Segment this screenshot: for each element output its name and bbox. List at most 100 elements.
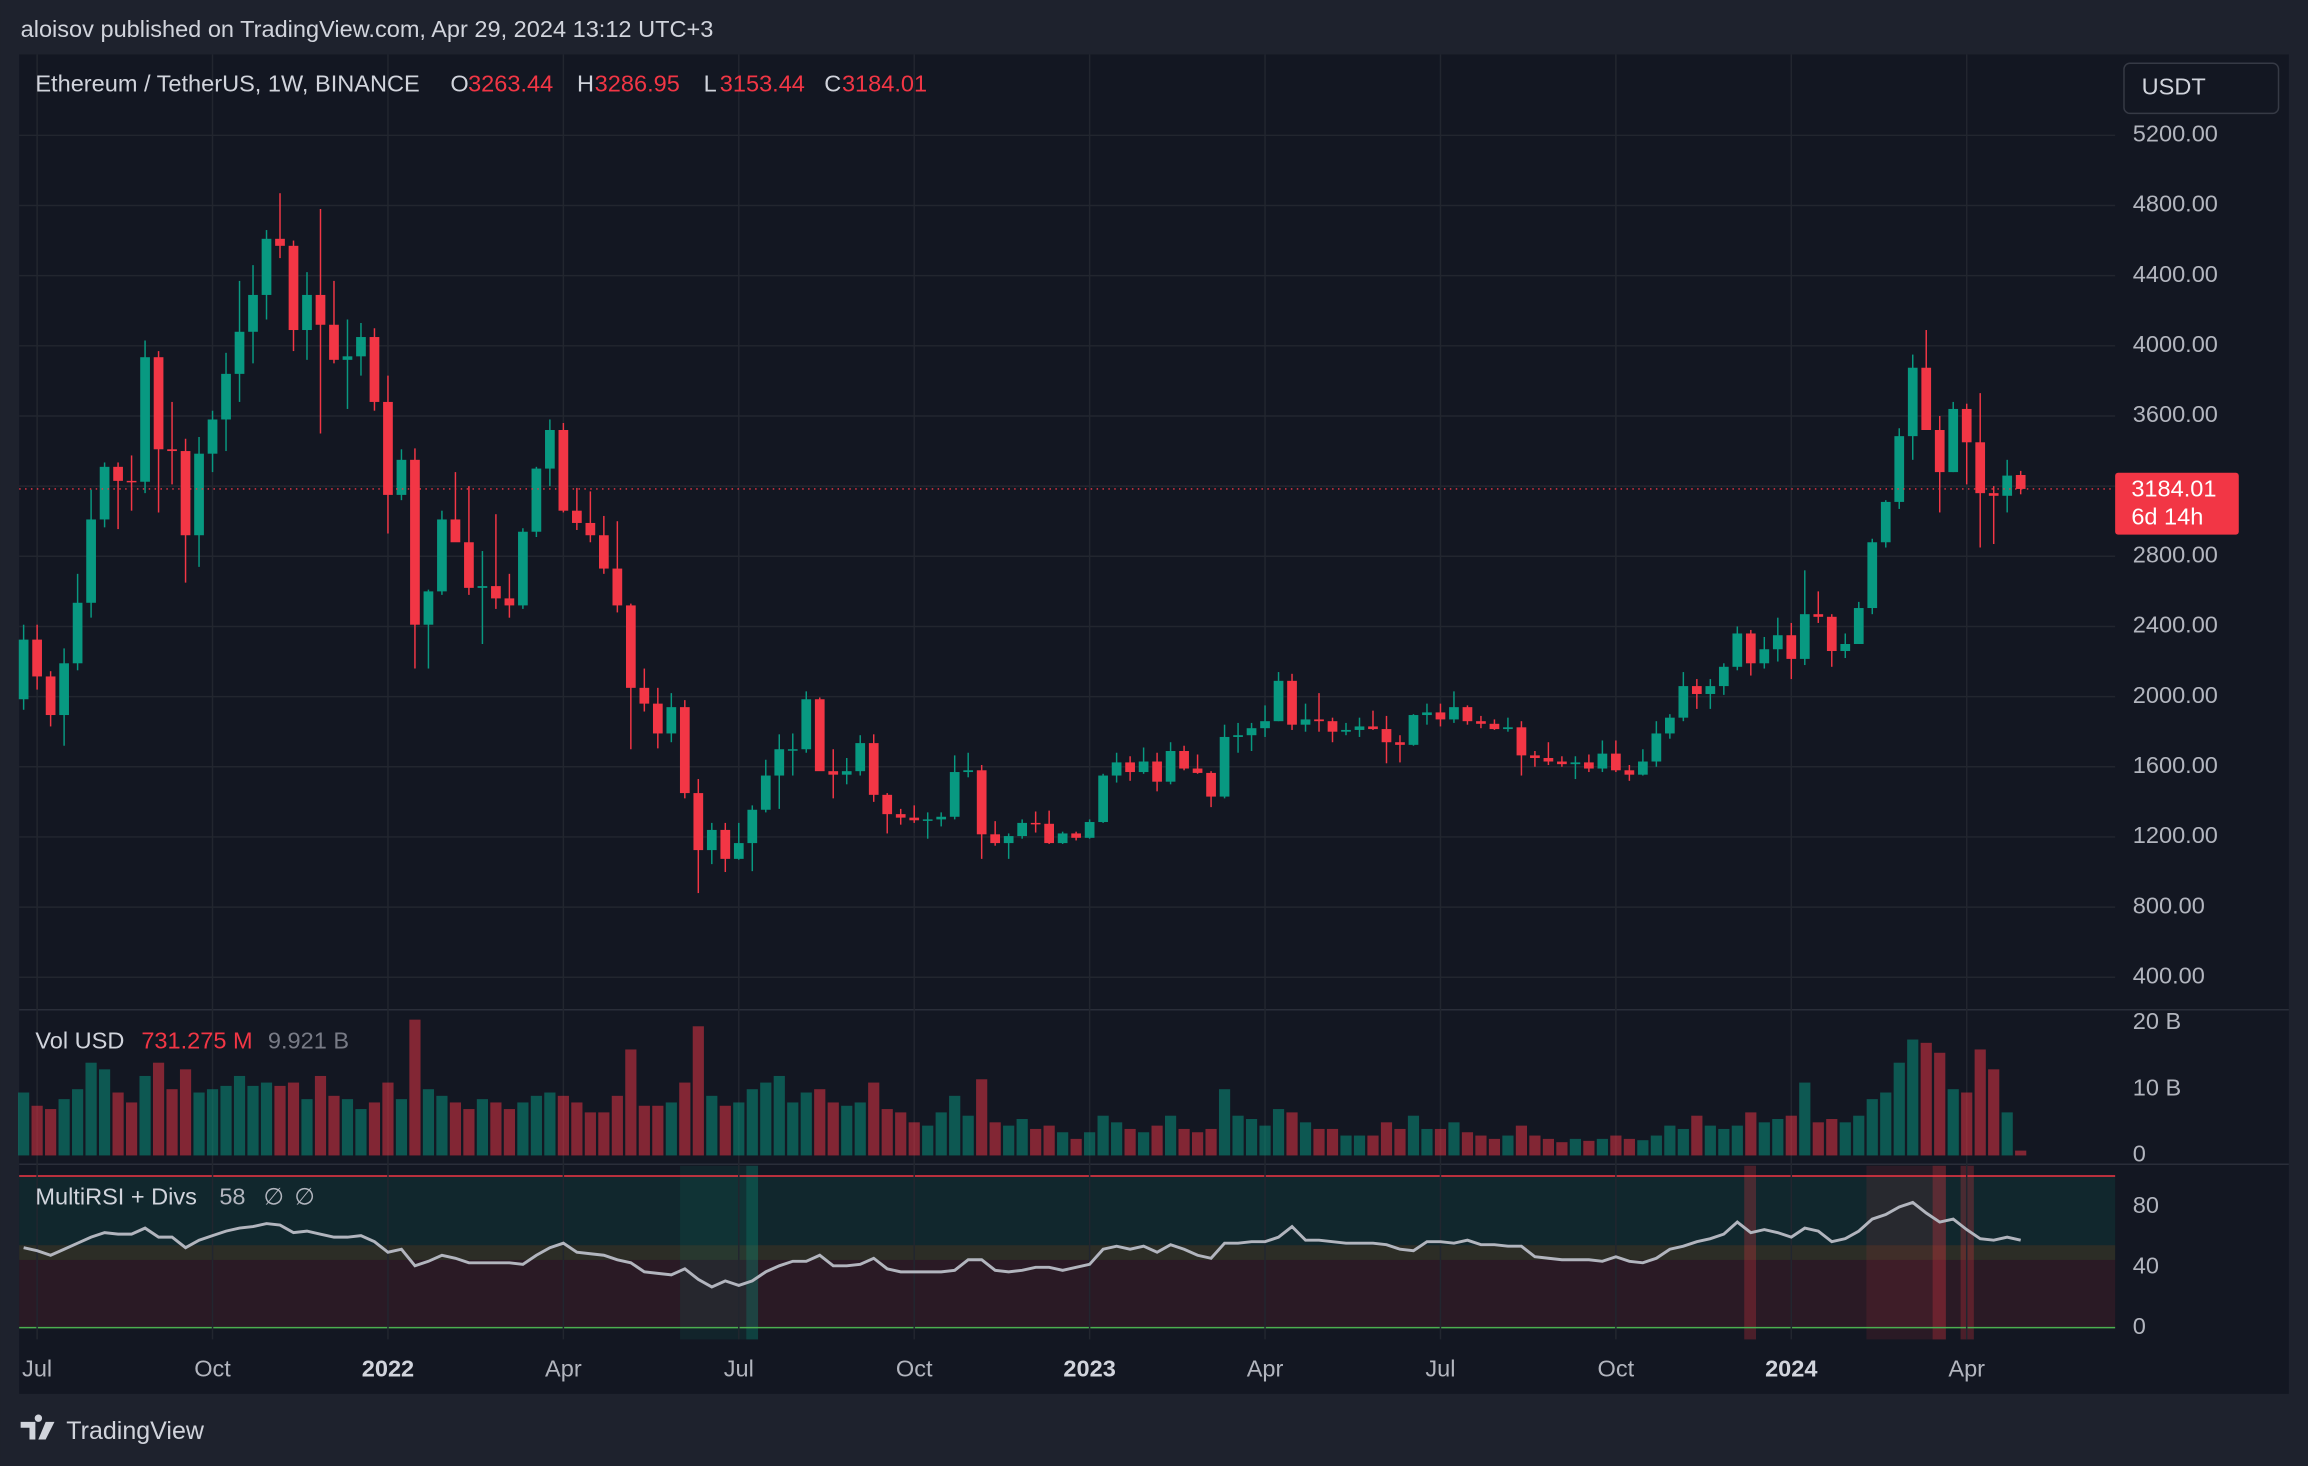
candle-body bbox=[221, 373, 231, 420]
candle-body bbox=[450, 519, 461, 543]
candle-body bbox=[383, 401, 393, 495]
volume-bar bbox=[760, 1082, 772, 1156]
x-tick-label: 2024 bbox=[1765, 1356, 1817, 1382]
candle-body bbox=[1192, 768, 1203, 773]
candle-body bbox=[1894, 436, 1905, 502]
volume-bar bbox=[152, 1062, 165, 1156]
volume-bar bbox=[1947, 1089, 1959, 1156]
candle-body bbox=[1705, 686, 1716, 694]
candle-body bbox=[1260, 721, 1270, 729]
candle-body bbox=[18, 639, 29, 700]
volume-bar bbox=[1084, 1132, 1096, 1156]
volume-bar bbox=[773, 1075, 785, 1156]
candle-body bbox=[1219, 736, 1230, 797]
volume-bar bbox=[571, 1102, 583, 1156]
brand-name: TradingView bbox=[66, 1417, 205, 1445]
y-tick-label: 5200.00 bbox=[2133, 121, 2218, 147]
candle-body bbox=[1179, 750, 1189, 769]
volume-bar bbox=[557, 1095, 569, 1156]
volume-bar bbox=[287, 1082, 300, 1156]
volume-bar bbox=[1596, 1138, 1608, 1156]
volume-bar bbox=[652, 1105, 664, 1156]
candle-body bbox=[895, 814, 906, 818]
volume-bar bbox=[1245, 1119, 1258, 1156]
volume-bar bbox=[328, 1095, 340, 1156]
volume-bar bbox=[166, 1089, 178, 1156]
candle-body bbox=[814, 699, 825, 772]
candle-body bbox=[747, 809, 758, 844]
candle-body bbox=[1354, 726, 1365, 730]
candle-body bbox=[679, 707, 690, 794]
volume-bar bbox=[382, 1082, 394, 1156]
candle-body bbox=[1206, 772, 1216, 797]
volume-bar bbox=[314, 1075, 327, 1156]
candle-body bbox=[1813, 614, 1824, 617]
volume-bar bbox=[45, 1109, 57, 1156]
candle-body bbox=[1273, 680, 1284, 722]
volume-bar bbox=[139, 1075, 151, 1156]
volume-bar bbox=[1272, 1109, 1285, 1156]
volume-bar bbox=[260, 1082, 273, 1156]
volume-bar bbox=[193, 1092, 205, 1156]
candle-body bbox=[545, 430, 555, 469]
x-tick-label: Apr bbox=[1247, 1356, 1284, 1382]
candle-body bbox=[693, 793, 704, 851]
volume-bar bbox=[98, 1069, 111, 1156]
volume-bar bbox=[827, 1102, 839, 1156]
volume-bar bbox=[503, 1109, 515, 1156]
candle-body bbox=[302, 294, 312, 331]
candle-body bbox=[652, 703, 663, 734]
volume-bar bbox=[1893, 1062, 1905, 1156]
candle-body bbox=[598, 535, 609, 569]
chart-background bbox=[19, 54, 2289, 1394]
candle-body bbox=[423, 591, 434, 625]
volume-ma: 9.921 B bbox=[268, 1027, 349, 1053]
ohlc-value: 3263.44 bbox=[468, 71, 553, 97]
candle-body bbox=[936, 816, 947, 820]
volume-bar bbox=[1650, 1135, 1662, 1156]
volume-bar bbox=[733, 1102, 745, 1156]
volume-bar bbox=[868, 1082, 880, 1156]
candle-body bbox=[1030, 822, 1041, 825]
volume-bar bbox=[355, 1109, 367, 1156]
candle-body bbox=[720, 829, 731, 859]
candle-body bbox=[1745, 633, 1756, 664]
candle-body bbox=[1422, 712, 1432, 716]
rsi-value: 58 bbox=[219, 1183, 245, 1209]
x-tick-label: Apr bbox=[1948, 1356, 1985, 1382]
rsi-highlight bbox=[1932, 1165, 1946, 1340]
candle-body bbox=[572, 510, 582, 523]
volume-tick-label: 0 bbox=[2133, 1141, 2146, 1167]
candle-body bbox=[153, 357, 164, 450]
y-tick-label: 400.00 bbox=[2133, 962, 2205, 988]
rsi-tick-label: 40 bbox=[2133, 1253, 2159, 1279]
rsi-mid-zone bbox=[19, 1245, 2116, 1260]
ohlc-value: 3153.44 bbox=[720, 71, 805, 97]
currency-label[interactable]: USDT bbox=[2142, 74, 2206, 100]
candle-body bbox=[1597, 753, 1608, 769]
volume-bar bbox=[1313, 1128, 1325, 1156]
candle-body bbox=[1772, 635, 1783, 650]
volume-bar bbox=[1704, 1125, 1716, 1156]
volume-bar bbox=[1475, 1135, 1487, 1156]
candle-body bbox=[32, 639, 42, 677]
rsi-highlight bbox=[1866, 1165, 1946, 1340]
volume-bar bbox=[949, 1095, 961, 1156]
rsi-symbol: ∅ bbox=[264, 1183, 285, 1209]
candle-body bbox=[1341, 729, 1351, 732]
y-tick-label: 4000.00 bbox=[2133, 331, 2218, 357]
volume-bar bbox=[719, 1105, 731, 1156]
volume-bar bbox=[1151, 1125, 1163, 1156]
volume-bar bbox=[1232, 1115, 1244, 1156]
candle-body bbox=[288, 245, 299, 331]
x-tick-label: Jul bbox=[724, 1356, 754, 1382]
volume-bar bbox=[1623, 1138, 1635, 1156]
candle-body bbox=[1138, 761, 1149, 773]
candle-body bbox=[1826, 616, 1837, 652]
volume-bar bbox=[58, 1099, 70, 1156]
volume-bar bbox=[1731, 1125, 1743, 1156]
volume-bar bbox=[1839, 1122, 1851, 1156]
volume-bar bbox=[1961, 1092, 1973, 1156]
candle-body bbox=[787, 749, 798, 751]
currency-button[interactable] bbox=[2123, 62, 2280, 115]
